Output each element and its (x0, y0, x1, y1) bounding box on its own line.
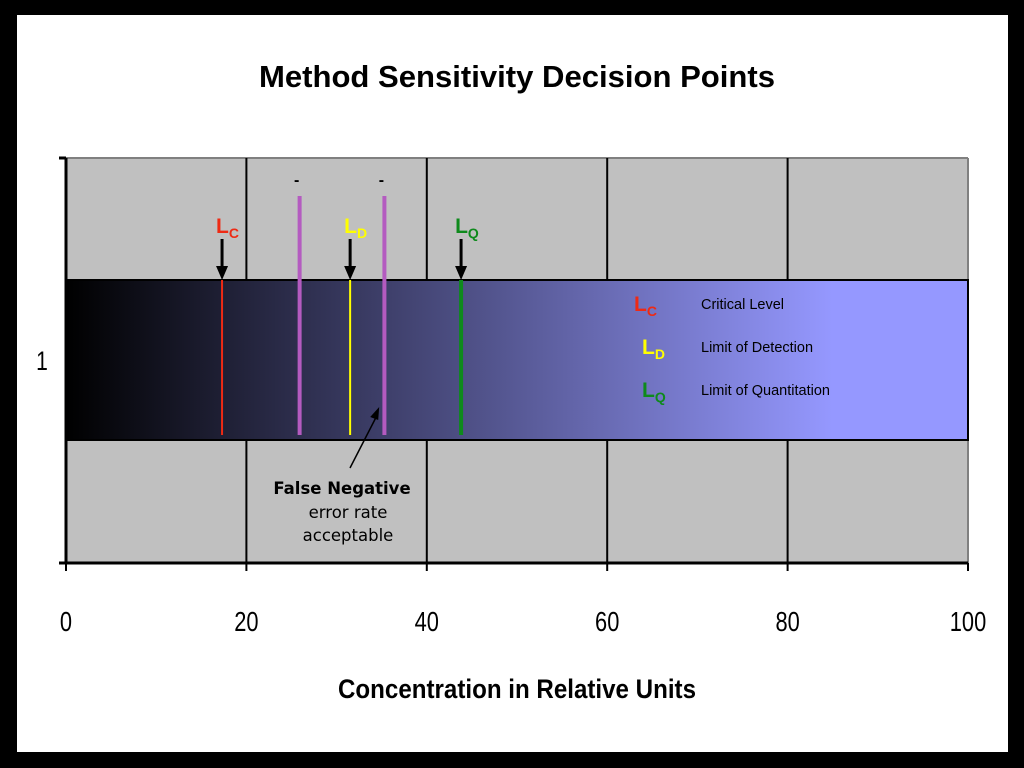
legend-symbol-lc: LC (634, 293, 657, 319)
annotation: False Negative error rate acceptable (273, 407, 411, 545)
legend-symbol-lq: LQ (642, 379, 666, 405)
x-tick-label: 100 (950, 606, 986, 637)
ld-arrowhead (344, 266, 357, 280)
bound-label-2: - (379, 172, 384, 189)
bound-lines: -- (294, 172, 387, 435)
bar-1 (65, 279, 969, 441)
x-tick-label: 40 (415, 606, 439, 637)
chart-title: Method Sensitivity Decision Points (259, 59, 775, 94)
bound-label-1: - (294, 172, 299, 189)
legend-text-ld: Limit of Detection (701, 340, 813, 356)
lq-arrowhead (455, 266, 468, 280)
legend-text-lq: Limit of Quantitation (701, 383, 830, 399)
lc-label: LC (216, 215, 239, 241)
legend-text-lc: Critical Level (701, 297, 784, 313)
lq-label: LQ (455, 215, 479, 241)
bar-group (65, 279, 969, 441)
lc-arrowhead (216, 266, 229, 280)
decision-point-lines: LC LD LQ (216, 215, 479, 435)
legend-symbol-ld: LD (642, 336, 665, 362)
annotation-arrowhead (370, 407, 380, 420)
annotation-bold-text: False Negative (273, 479, 410, 498)
legend: LC Critical Level LD Limit of Detection LQ Li… (634, 293, 830, 405)
axes: 0 20 40 60 80 100 1 (36, 156, 986, 638)
slide: Method Sensitivity Decision Points -- LC… (17, 15, 1008, 752)
x-tick-label: 80 (775, 606, 799, 637)
y-category-label: 1 (36, 347, 48, 377)
x-tick-label: 0 (60, 606, 72, 637)
method-sensitivity-chart: Method Sensitivity Decision Points -- LC… (36, 59, 986, 704)
ld-label: LD (344, 215, 367, 241)
annotation-arrow-line (349, 416, 377, 469)
x-axis-label: Concentration in Relative Units (338, 674, 696, 704)
x-tick-label: 20 (234, 606, 258, 637)
annotation-line-1: error rate (309, 503, 388, 522)
annotation-line-2: acceptable (303, 526, 394, 545)
x-tick-label: 60 (595, 606, 619, 637)
